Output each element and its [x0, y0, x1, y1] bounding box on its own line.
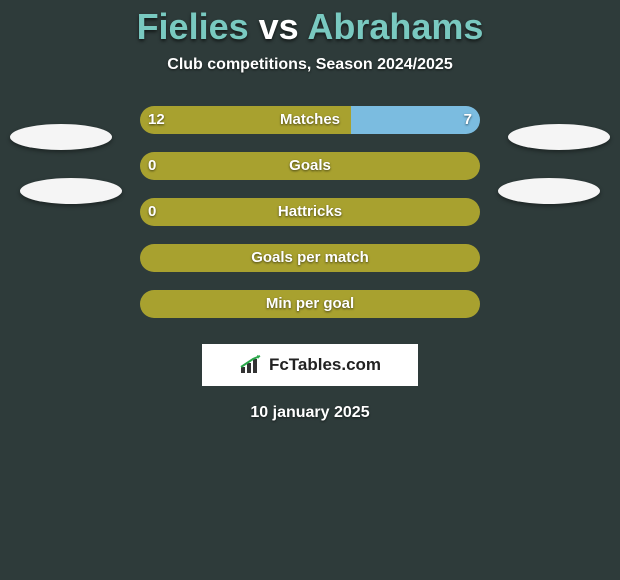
bar-left [140, 152, 480, 180]
logo-box: FcTables.com [202, 344, 418, 386]
page-title: Fielies vs Abrahams [0, 0, 620, 48]
title-player1: Fielies [137, 6, 249, 47]
value-left: 0 [148, 152, 174, 180]
stat-rows: Matches127Goals0Hattricks0Goals per matc… [0, 102, 620, 332]
stat-row: Goals0 [0, 148, 620, 194]
comparison-card: Fielies vs Abrahams Club competitions, S… [0, 0, 620, 580]
barchart-icon [239, 355, 263, 375]
logo: FcTables.com [239, 355, 381, 375]
bar-left [140, 198, 480, 226]
bar-track: Matches [140, 106, 480, 134]
title-vs: vs [259, 6, 299, 47]
stat-row: Matches12 7 [0, 102, 620, 148]
logo-text: FcTables.com [269, 355, 381, 375]
bar-left [140, 290, 480, 318]
stat-row: Min per goal [0, 286, 620, 332]
bar-track: Min per goal [140, 290, 480, 318]
bar-track: Goals [140, 152, 480, 180]
date: 10 january 2025 [0, 404, 620, 422]
value-left: 12 [148, 106, 174, 134]
stat-row: Goals per match [0, 240, 620, 286]
bar-track: Goals per match [140, 244, 480, 272]
bar-left [140, 244, 480, 272]
subtitle: Club competitions, Season 2024/2025 [0, 56, 620, 74]
bar-track: Hattricks [140, 198, 480, 226]
stat-row: Hattricks0 [0, 194, 620, 240]
value-left: 0 [148, 198, 174, 226]
title-player2: Abrahams [307, 6, 483, 47]
value-right: 7 [446, 106, 472, 134]
